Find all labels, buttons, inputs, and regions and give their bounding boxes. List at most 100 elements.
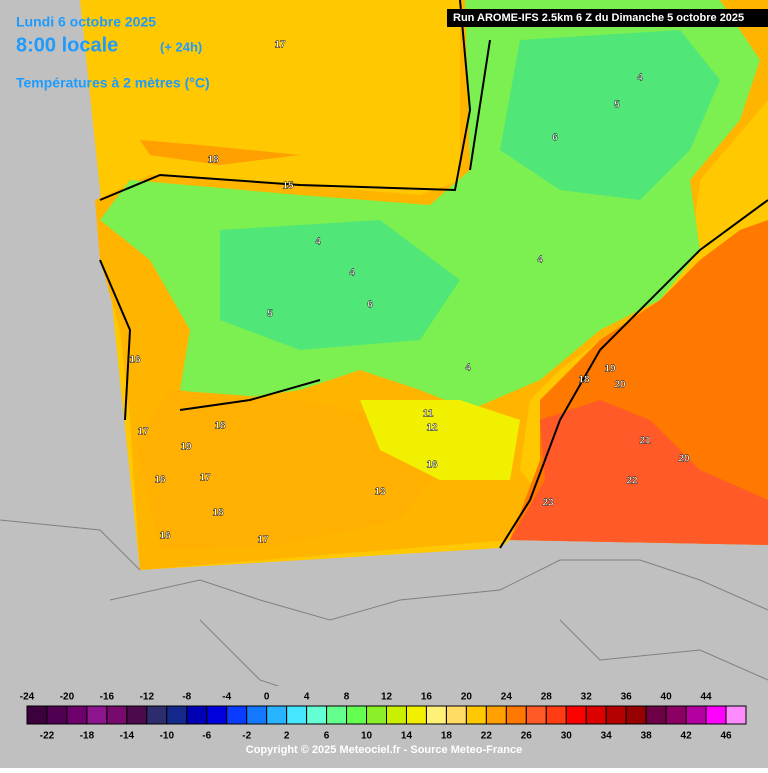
map-label: 17: [257, 535, 269, 546]
legend-swatch: [166, 705, 188, 725]
south-warm: [135, 390, 440, 550]
legend-swatch: [445, 705, 467, 725]
map-label: 6: [552, 133, 558, 144]
map-label: 15: [282, 181, 294, 192]
date: Lundi 6 octobre 2025: [16, 14, 156, 30]
legend-label: -10: [160, 731, 175, 742]
legend-label: 8: [344, 692, 350, 703]
legend-swatch: [266, 705, 288, 725]
legend-label: -24: [20, 692, 35, 703]
map-label: 16: [129, 355, 141, 366]
legend-label: 46: [720, 731, 732, 742]
legend-swatch: [605, 705, 627, 725]
map-label: 17: [199, 473, 211, 484]
legend-swatch: [665, 705, 687, 725]
map-label: 19: [604, 364, 616, 375]
legend-swatch: [685, 705, 707, 725]
legend-label: 28: [541, 692, 553, 703]
map-label: 20: [678, 454, 690, 465]
lead: (+ 24h): [160, 39, 202, 54]
legend-label: 10: [361, 731, 373, 742]
legend-label: 18: [441, 731, 453, 742]
legend-swatch: [146, 705, 168, 725]
legend-swatch: [326, 705, 348, 725]
legend-swatch: [645, 705, 667, 725]
copyright: Copyright © 2025 Meteociel.fr - Source M…: [246, 744, 522, 756]
map-label: 23: [542, 498, 554, 509]
legend-label: 22: [481, 731, 493, 742]
land-cold: [220, 30, 720, 350]
time: 8:00 locale: [16, 34, 118, 56]
legend-label: 6: [324, 731, 330, 742]
map-label: 18: [214, 421, 226, 432]
legend-label: -18: [80, 731, 95, 742]
map-label: 17: [137, 427, 149, 438]
map-label: 16: [159, 531, 171, 542]
legend-label: -2: [242, 731, 251, 742]
legend-swatch: [66, 705, 88, 725]
legend-label: 26: [521, 731, 533, 742]
legend-label: 14: [401, 731, 413, 742]
map-label: 18: [212, 508, 224, 519]
map-label: 19: [180, 442, 192, 453]
legend-label: -12: [140, 692, 155, 703]
land-mild: [360, 400, 520, 480]
map-label: 5: [614, 100, 620, 111]
legend-swatch: [425, 705, 447, 725]
legend-swatch: [106, 705, 128, 725]
map-label: 20: [614, 380, 626, 391]
legend-label: 16: [421, 692, 433, 703]
legend-swatch: [206, 705, 228, 725]
legend-label: 44: [700, 692, 712, 703]
map-label: 4: [349, 268, 355, 279]
sea-hot: [510, 400, 768, 545]
legend-label: -14: [120, 731, 135, 742]
legend-label: 12: [381, 692, 393, 703]
legend-label: 38: [641, 731, 653, 742]
legend-swatch: [565, 705, 587, 725]
legend-swatch: [86, 705, 108, 725]
map-label: 16: [154, 475, 166, 486]
legend-label: 36: [621, 692, 633, 703]
legend-label: -22: [40, 731, 55, 742]
legend-swatch: [525, 705, 547, 725]
map-label: 4: [315, 237, 321, 248]
legend-swatch: [386, 705, 407, 725]
legend-swatch: [246, 705, 268, 725]
legend-swatch: [226, 705, 248, 725]
map-label: 17: [274, 40, 286, 51]
legend-label: 0: [264, 692, 270, 703]
legend-swatch: [366, 705, 387, 725]
legend-swatch: [505, 705, 527, 725]
legend-label: 2: [284, 731, 290, 742]
variable: Températures à 2 mètres (°C): [16, 75, 210, 91]
map-label: 6: [367, 300, 373, 311]
map-label: 21: [639, 436, 651, 447]
map-label: 4: [637, 73, 643, 84]
legend-label: 32: [581, 692, 593, 703]
map-label: 4: [537, 255, 543, 266]
legend-swatch: [585, 705, 607, 725]
legend-swatch: [625, 705, 647, 725]
legend-swatch: [286, 705, 308, 725]
legend-swatch: [26, 705, 48, 725]
map-label: 16: [426, 460, 438, 471]
legend-label: -16: [100, 692, 115, 703]
legend-label: 42: [681, 731, 693, 742]
map-label: 11: [423, 409, 434, 420]
map-label: 13: [374, 487, 386, 498]
map-label: 12: [426, 423, 438, 434]
coastline: [99, 0, 768, 549]
legend-swatch: [46, 705, 68, 725]
legend-swatch: [346, 705, 368, 725]
legend-swatch: [485, 705, 507, 725]
legend-swatch: [545, 705, 567, 725]
legend-swatch: [126, 705, 148, 725]
legend-label: 34: [601, 731, 613, 742]
legend-label: 40: [661, 692, 673, 703]
legend-label: -6: [202, 731, 211, 742]
run-box: [447, 9, 768, 27]
map-label: 18: [578, 375, 590, 386]
map-label: 5: [267, 309, 273, 320]
